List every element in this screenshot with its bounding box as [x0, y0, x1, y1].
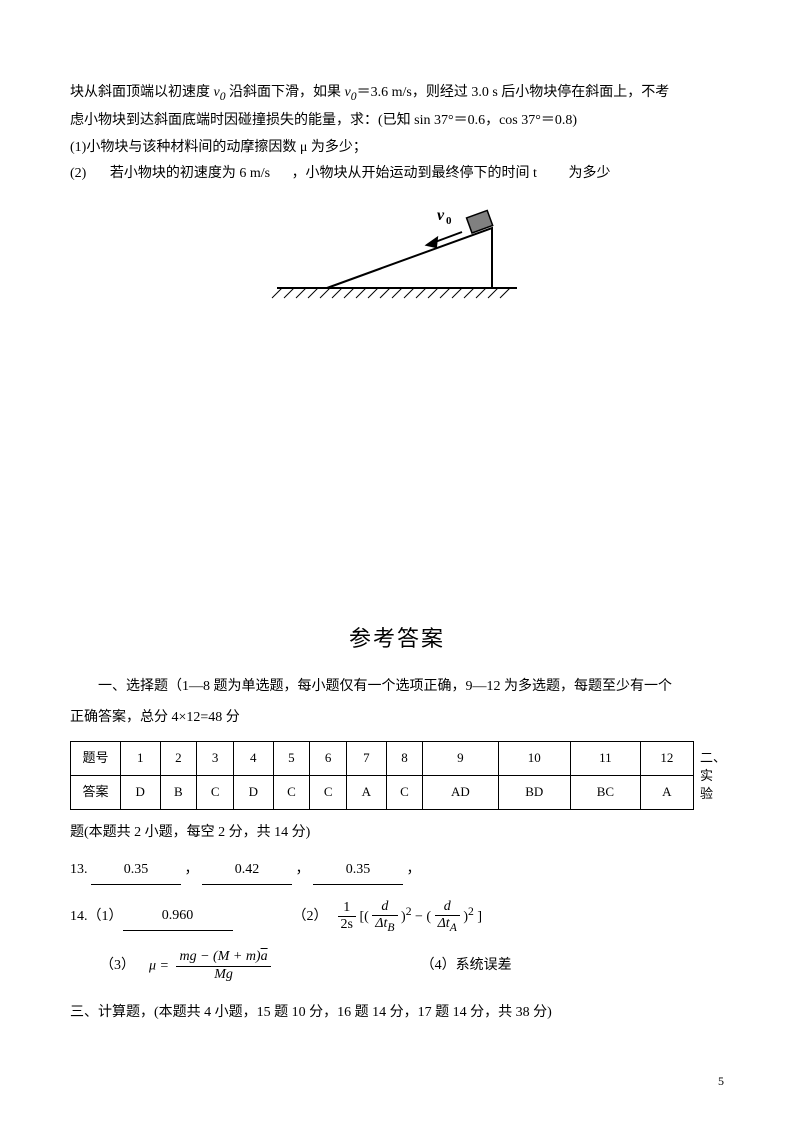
header-label: 题号 [71, 742, 121, 776]
table-cell: C [386, 776, 423, 810]
v0-symbol-2: v0 [345, 85, 357, 100]
table-cell: BD [498, 776, 570, 810]
problem-line2: 虑小物块到达斜面底端时因碰撞损失的能量，求：(已知 sin 37°＝0.6，co… [70, 108, 724, 135]
table-cell: C [310, 776, 347, 810]
table-cell: 11 [571, 742, 641, 776]
section2-tail: 题(本题共 2 小题，每空 2 分，共 14 分) [70, 820, 724, 847]
table-cell: A [640, 776, 693, 810]
incline-diagram: v 0 [70, 198, 724, 319]
table-cell: D [234, 776, 274, 810]
section3: 三、计算题，(本题共 4 小题，15 题 10 分，16 题 14 分，17 题… [70, 1000, 724, 1027]
table-cell: 8 [386, 742, 423, 776]
q14-1-blank: 0.960 [123, 903, 233, 931]
table-row: 题号 1 2 3 4 5 6 7 8 9 10 11 12 [71, 742, 694, 776]
problem-q2: (2) 若小物块的初速度为 6 m/s ，小物块从开始运动到最终停下的时间 t … [70, 161, 724, 188]
table-cell: 12 [640, 742, 693, 776]
answer-label: 答案 [71, 776, 121, 810]
formula3: μ = mg − (M + m)a Mg [149, 949, 271, 984]
section1-a: 一、选择题（1—8 题为单选题，每小题仅有一个选项正确，9—12 为多选题，每题… [70, 674, 724, 701]
table-cell: AD [423, 776, 498, 810]
problem-text: 块从斜面顶端以初速度 v0 沿斜面下滑，如果 v0＝3.6 m/s，则经过 3.… [70, 80, 724, 108]
answer-table: 题号 1 2 3 4 5 6 7 8 9 10 11 12 答案 D B C D… [70, 741, 694, 810]
table-cell: 1 [121, 742, 161, 776]
table-cell: C [273, 776, 310, 810]
v0-symbol: v0 [214, 85, 226, 100]
answer-table-wrap: 题号 1 2 3 4 5 6 7 8 9 10 11 12 答案 D B C D… [70, 741, 724, 810]
table-row: 答案 D B C D C C A C AD BD BC A [71, 776, 694, 810]
q14-4-label: （4）系统误差 [421, 953, 512, 980]
table-cell: 3 [197, 742, 234, 776]
answers-title: 参考答案 [70, 618, 724, 660]
svg-text:v: v [437, 207, 445, 224]
q13: 13. 0.35 ， 0.42 ， 0.35 ， [70, 857, 724, 885]
page-number: 5 [718, 1070, 724, 1093]
svg-text:0: 0 [446, 215, 452, 227]
table-cell: 6 [310, 742, 347, 776]
table-cell: A [347, 776, 387, 810]
section1-b: 正确答案，总分 4×12=48 分 [70, 705, 724, 732]
table-cell: 7 [347, 742, 387, 776]
q13-blank3: 0.35 [313, 857, 403, 885]
p-line1c: ＝3.6 m/s，则经过 3.0 s 后小物块停在斜面上，不考 [357, 85, 670, 100]
table-cell: B [160, 776, 197, 810]
table-cell: C [197, 776, 234, 810]
table-cell: 10 [498, 742, 570, 776]
table-cell: 4 [234, 742, 274, 776]
table-cell: 2 [160, 742, 197, 776]
p-line1a: 块从斜面顶端以初速度 [70, 85, 214, 100]
q13-blank2: 0.42 [202, 857, 292, 885]
side-label: 二、实验 [694, 749, 724, 804]
q14-row1: 14.（1） 0.960 （2） 12s [( dΔtB )2 − ( dΔtA… [70, 899, 724, 936]
p-line1b: 沿斜面下滑，如果 [226, 85, 345, 100]
formula2: 12s [( dΔtB )2 − ( dΔtA )2 ] [338, 899, 482, 936]
q14-2-label: （2） [293, 904, 328, 931]
table-cell: 5 [273, 742, 310, 776]
q13-blank1: 0.35 [91, 857, 181, 885]
table-cell: D [121, 776, 161, 810]
table-cell: 9 [423, 742, 498, 776]
table-cell: BC [571, 776, 641, 810]
problem-q1: (1)小物块与该种材料间的动摩擦因数 μ 为多少； [70, 135, 724, 162]
q14-row2: （3） μ = mg − (M + m)a Mg （4）系统误差 [70, 949, 724, 984]
